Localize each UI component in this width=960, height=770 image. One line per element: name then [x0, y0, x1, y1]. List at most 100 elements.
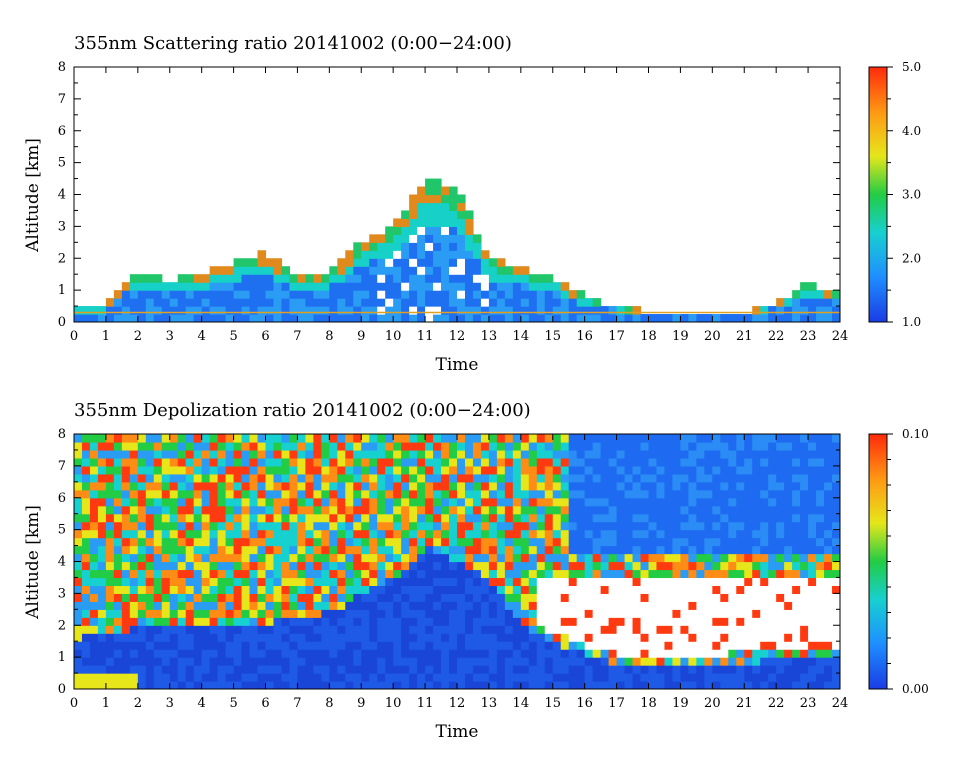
- heatmap-cell: [105, 657, 115, 666]
- heatmap-cell: [233, 505, 243, 515]
- heatmap-cell: [433, 481, 442, 491]
- heatmap-cell: [289, 681, 299, 689]
- heatmap-cell: [425, 521, 434, 531]
- heatmap-cell: [305, 290, 314, 299]
- heatmap-cell: [824, 465, 833, 475]
- heatmap-cell: [145, 665, 155, 674]
- heatmap-cell: [225, 298, 235, 307]
- heatmap-cell: [137, 657, 147, 666]
- heatmap-cell: [568, 529, 578, 539]
- heatmap-cell: [568, 681, 578, 689]
- heatmap-cell: [241, 657, 251, 666]
- heatmap-cell: [632, 593, 642, 602]
- heatmap-cell: [81, 513, 91, 523]
- heatmap-cell: [457, 593, 466, 602]
- heatmap-cell: [576, 585, 586, 594]
- heatmap-cell: [672, 665, 682, 674]
- heatmap-cell: [433, 673, 442, 682]
- heatmap-cell: [297, 473, 306, 483]
- heatmap-cell: [608, 561, 618, 571]
- heatmap-cell: [297, 625, 306, 634]
- heatmap-cell: [249, 601, 259, 610]
- heatmap-cell: [776, 497, 785, 507]
- heatmap-cell: [464, 649, 474, 658]
- heatmap-cell: [257, 553, 267, 563]
- heatmap-cell: [640, 314, 650, 322]
- heatmap-cell: [225, 441, 235, 451]
- heatmap-cell: [241, 481, 251, 491]
- heatmap-cell: [464, 593, 474, 602]
- heatmap-cell: [89, 577, 99, 587]
- heatmap-cell: [800, 441, 809, 451]
- heatmap-cell: [169, 633, 179, 642]
- heatmap-cell: [584, 529, 594, 539]
- heatmap-cell: [616, 521, 626, 531]
- heatmap-cell: [584, 521, 594, 531]
- heatmap-cell: [449, 617, 458, 626]
- heatmap-cell: [313, 537, 322, 547]
- heatmap-cell: [105, 561, 115, 571]
- heatmap-cell: [193, 298, 203, 307]
- heatmap-cell: [576, 681, 586, 689]
- heatmap-cell: [385, 434, 394, 443]
- heatmap-cell: [313, 465, 322, 475]
- heatmap-cell: [281, 290, 291, 299]
- heatmap-cell: [369, 441, 378, 451]
- heatmap-cell: [409, 505, 418, 515]
- heatmap-cell: [560, 649, 570, 658]
- heatmap-cell: [696, 673, 705, 682]
- heatmap-cell: [776, 593, 785, 602]
- heatmap-cell: [121, 521, 131, 531]
- plot-area: [74, 178, 840, 322]
- heatmap-cell: [552, 473, 562, 483]
- heatmap-cell: [441, 258, 450, 267]
- heatmap-cell: [193, 665, 203, 674]
- heatmap-cell: [425, 186, 434, 196]
- heatmap-cell: [201, 569, 211, 579]
- heatmap-cell: [169, 649, 179, 658]
- heatmap-cell: [145, 601, 155, 610]
- heatmap-cell: [417, 505, 426, 515]
- heatmap-cell: [584, 553, 594, 563]
- heatmap-cell: [329, 306, 338, 315]
- heatmap-cell: [409, 537, 418, 547]
- heatmap-cell: [433, 258, 442, 267]
- heatmap-cell: [233, 441, 243, 451]
- heatmap-cell: [800, 513, 809, 523]
- heatmap-cell: [520, 625, 530, 634]
- heatmap-cell: [696, 545, 705, 555]
- heatmap-cell: [680, 545, 689, 555]
- heatmap-cell: [624, 489, 634, 499]
- heatmap-cell: [512, 497, 522, 507]
- heatmap-cell: [568, 577, 578, 587]
- heatmap-cell: [776, 553, 785, 563]
- heatmap-cell: [560, 585, 570, 594]
- heatmap-cell: [209, 593, 219, 602]
- heatmap-cell: [792, 473, 801, 483]
- heatmap-cell: [313, 545, 322, 555]
- heatmap-cell: [121, 601, 131, 610]
- heatmap-cell: [680, 521, 689, 531]
- heatmap-cell: [616, 657, 626, 666]
- heatmap-cell: [584, 449, 594, 459]
- heatmap-cell: [353, 617, 362, 626]
- chart-title: 355nm Scattering ratio 20141002 (0:00−24…: [74, 33, 512, 54]
- heatmap-cell: [488, 625, 498, 634]
- heatmap-cell: [600, 617, 610, 626]
- heatmap-cell: [329, 641, 338, 650]
- heatmap-cell: [441, 633, 450, 642]
- heatmap-cell: [97, 314, 107, 322]
- heatmap-cell: [728, 465, 737, 475]
- heatmap-cell: [768, 569, 777, 579]
- heatmap-cell: [353, 561, 362, 571]
- heatmap-cell: [496, 282, 506, 291]
- heatmap-cell: [137, 290, 147, 299]
- heatmap-cell: [377, 505, 386, 515]
- heatmap-cell: [81, 497, 91, 507]
- heatmap-cell: [321, 585, 330, 594]
- heatmap-cell: [441, 186, 450, 196]
- heatmap-cell: [393, 290, 402, 299]
- heatmap-cell: [113, 649, 123, 658]
- heatmap-cell: [137, 505, 147, 515]
